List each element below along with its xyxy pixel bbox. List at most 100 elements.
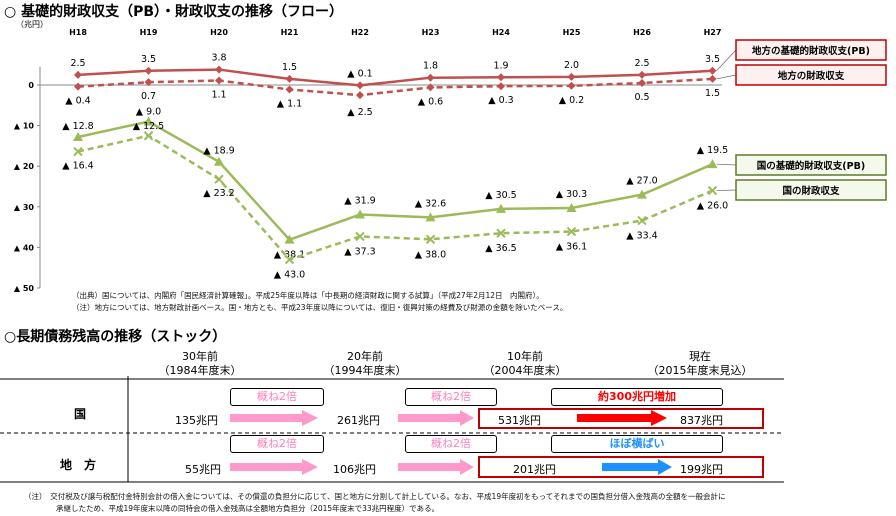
data-point [497, 73, 505, 82]
data-point [566, 203, 577, 213]
national-recent-highlight-box [478, 408, 764, 429]
data-point [638, 70, 646, 79]
stock-table-lines [0, 376, 784, 483]
y-tick-label: ▲ 50 [14, 284, 35, 293]
legend-leader-line [716, 49, 737, 72]
col-head-1994: 20年前 （1994年度末） [305, 350, 425, 378]
data-point [425, 212, 436, 222]
data-label: 2.5 [634, 58, 649, 69]
national-change-2-box: 概ね2倍 [405, 388, 497, 406]
x-tick-label: H21 [281, 28, 299, 37]
data-point [143, 131, 154, 141]
legend-label: 国の財政収支 [782, 185, 840, 197]
data-label: 1.5 [705, 88, 720, 99]
data-label: ▲ 30.3 [556, 189, 587, 200]
data-point [566, 226, 577, 237]
data-label: ▲ 33.4 [626, 231, 657, 242]
data-point [637, 215, 647, 226]
local-value-1984: 55兆円 [185, 463, 221, 476]
data-point [708, 74, 717, 83]
data-point [214, 156, 224, 166]
data-point [355, 209, 365, 219]
data-label: 2.5 [70, 58, 85, 69]
data-point [426, 83, 435, 92]
local-value-2015: 199兆円 [680, 463, 723, 476]
data-point [497, 82, 505, 91]
data-label: ▲ 30.5 [485, 190, 516, 201]
legend-leader-line [716, 74, 737, 80]
y-unit-label: （兆円） [16, 19, 48, 29]
y-tick-label: ▲ 20 [14, 162, 35, 171]
data-label: 0.5 [634, 92, 649, 103]
national-arrow-2-icon [398, 410, 474, 426]
data-label: ▲ 0.6 [418, 96, 443, 107]
legend-label: 国の基礎的財政収支(PB) [757, 160, 865, 172]
data-label: ▲ 43.0 [274, 270, 305, 281]
national-arrow-1-icon [230, 410, 318, 426]
data-point [638, 78, 646, 87]
source-note-2: （注）地方については、地方財政計画ベース。国・地方とも、平成23年度以降について… [72, 303, 568, 312]
data-point [143, 116, 154, 126]
national-value-1984: 135兆円 [175, 414, 218, 427]
data-point [285, 85, 294, 94]
data-point [214, 174, 224, 184]
data-point [356, 91, 364, 100]
legend-label: 地方の財政収支 [778, 70, 845, 82]
data-label: ▲ 9.0 [136, 107, 161, 118]
local-recent-highlight-box [478, 456, 764, 478]
local-change-2-text: 概ね2倍 [431, 437, 471, 450]
col-head-2015: 現在 （2015年度末見込） [630, 350, 770, 378]
data-label: ▲ 18.9 [203, 146, 234, 157]
data-label: ▲ 36.1 [556, 242, 587, 253]
data-point [567, 72, 576, 81]
national-change-1-text: 概ね2倍 [257, 390, 297, 403]
national-change-1-box: 概ね2倍 [230, 388, 324, 406]
local-arrow-1-icon [230, 459, 318, 475]
data-point [144, 78, 153, 87]
national-change-3-text: 約300兆円増加 [598, 390, 676, 403]
col-head-2004-line1: 10年前 [507, 350, 543, 363]
national-change-3-box: 約300兆円増加 [551, 388, 723, 406]
data-point [144, 66, 153, 75]
local-row-label: 地 方 [60, 458, 97, 472]
x-tick-label: H22 [351, 28, 369, 37]
data-point [74, 82, 82, 91]
data-point [285, 74, 294, 83]
national-value-1994: 261兆円 [337, 414, 380, 427]
local-arrow-2-icon [398, 459, 474, 475]
x-tick-label: H26 [633, 28, 651, 37]
data-label: ▲ 0.1 [347, 68, 372, 79]
data-point [284, 234, 295, 244]
data-point [73, 131, 83, 141]
legend-leader-line [716, 163, 737, 166]
col-head-2004: 10年前 （2004年度末） [465, 350, 585, 378]
data-label: ▲ 2.5 [347, 107, 372, 118]
data-point [425, 234, 436, 244]
col-head-1984-line1: 30年前 [182, 350, 218, 363]
data-point [496, 203, 506, 213]
data-label: ▲ 26.0 [697, 201, 728, 212]
data-label: ▲ 1.1 [277, 98, 302, 109]
series-line-0 [77, 68, 713, 87]
data-point [707, 159, 718, 169]
data-label: ▲ 27.0 [626, 176, 657, 187]
data-label: 3.5 [705, 54, 720, 65]
local-arrow-3-icon [602, 459, 672, 475]
data-label: ▲ 36.5 [485, 243, 516, 254]
data-label: ▲ 38.1 [274, 250, 305, 261]
data-label: 1.9 [493, 60, 508, 71]
data-label: 3.8 [211, 53, 226, 64]
col-head-1984-line2: （1984年度末） [158, 364, 242, 377]
data-label: ▲ 12.5 [133, 121, 164, 132]
national-arrow-3-icon [577, 410, 667, 426]
x-tick-label: H20 [210, 28, 228, 37]
data-point [426, 73, 435, 82]
legend-label: 地方の基礎的財政収支(PB) [752, 45, 870, 57]
flow-chart: （兆円） 0 ▲ 10 ▲ 20 ▲ 30 ▲ 40 ▲ 50 H18 H19 H20 H21 H22… [14, 19, 887, 293]
local-value-2004: 201兆円 [513, 463, 556, 476]
data-label: ▲ 16.4 [62, 161, 93, 172]
data-point [637, 189, 647, 199]
flow-section-title: ○ 基礎的財政収支（PB）・財政収支の推移（フロー） [4, 4, 344, 20]
data-label: ▲ 12.8 [62, 121, 93, 132]
x-tick-label: H24 [492, 28, 510, 37]
